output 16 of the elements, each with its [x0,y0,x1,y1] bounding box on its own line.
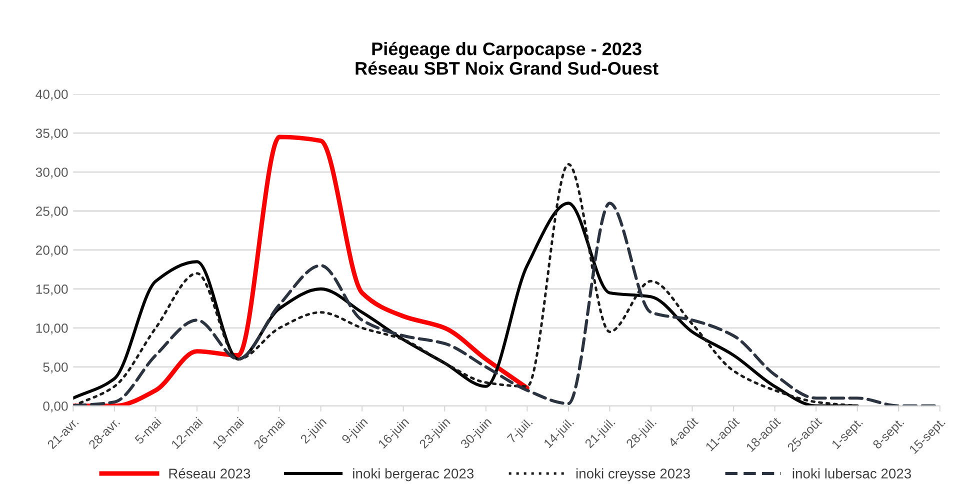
y-tick-label: 10,00 [36,324,68,334]
legend-label: inoki bergerac 2023 [353,468,474,482]
y-tick-label: 20,00 [36,246,68,256]
y-tick-label: 25,00 [36,206,68,218]
legend-label: inoki creysse 2023 [576,468,690,482]
line-series [73,134,530,406]
line-series [73,162,859,406]
y-tick-label: 40,00 [36,90,68,101]
y-tick-label: 0,00 [43,401,68,412]
y-tick-label: 30,00 [36,168,68,178]
y-tick-label: 5,00 [43,362,68,374]
legend-label: inoki lubersac 2023 [792,468,911,478]
y-tick-label: 35,00 [36,128,68,140]
y-tick-label: 15,00 [36,284,68,296]
chart-title: Piégeage du Carpocapse - 2023 Réseau SBT Noix Grand Sud-Ouest [356,42,658,75]
legend-label: Réseau 2023 [169,468,250,478]
